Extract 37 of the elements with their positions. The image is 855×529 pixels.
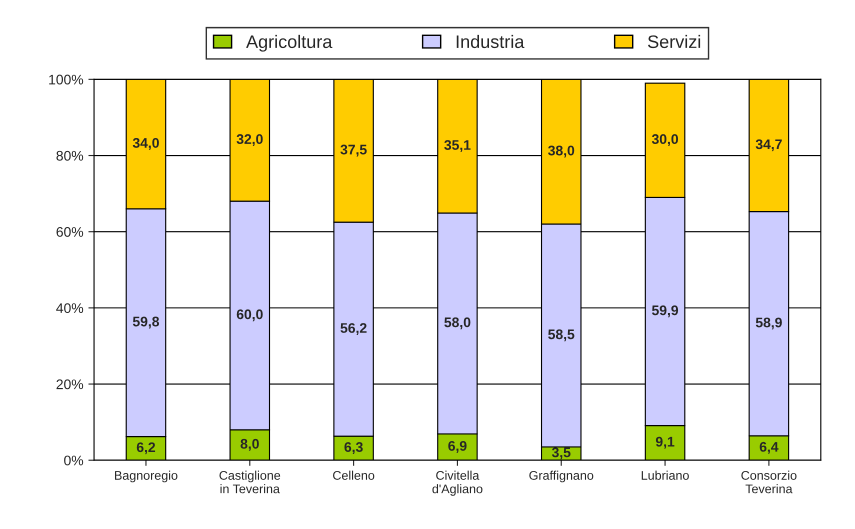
data-label: 6,9 (448, 440, 467, 453)
y-tick-label: 40% (56, 303, 84, 314)
data-label: 30,0 (652, 134, 678, 146)
data-label: 59,9 (652, 305, 678, 318)
x-tick-label: Lubriano (642, 470, 689, 480)
legend-label: Industria (456, 34, 524, 48)
data-label: 34,0 (132, 138, 159, 150)
x-tick-label: Bagnoregio (115, 470, 178, 482)
data-label: 59,8 (132, 316, 160, 328)
data-label: 6,3 (344, 442, 363, 454)
data-label: 38,0 (548, 146, 574, 158)
data-label: 60,0 (236, 309, 263, 322)
x-tick-label: Castiglione in Teverina (220, 470, 280, 494)
data-label: 3,5 (552, 447, 571, 460)
x-tick-label: Civitella d'Agliano (432, 470, 482, 496)
legend-label: Servizi (648, 34, 700, 48)
x-tick-label: Celleno (333, 470, 374, 480)
y-tick-label: 60% (56, 227, 84, 237)
data-label: 32,0 (236, 134, 263, 146)
y-tick-label: 100% (49, 74, 84, 85)
data-label: 56,2 (340, 323, 367, 335)
data-label: 58,0 (444, 317, 470, 330)
data-label: 6,2 (136, 442, 156, 454)
data-label: 37,5 (340, 144, 367, 157)
data-label: 6,4 (760, 442, 778, 454)
data-label: 34,7 (756, 139, 782, 152)
data-label: 58,5 (548, 329, 574, 342)
data-label: 8,0 (240, 438, 259, 451)
x-tick-label: Consorzio Teverina (741, 470, 797, 494)
y-tick-label: 80% (56, 150, 84, 161)
data-label: 9,1 (656, 436, 674, 449)
data-label: 58,9 (756, 318, 782, 330)
data-label: 35,1 (444, 140, 471, 152)
x-tick-label: Graffignano (529, 470, 594, 482)
legend-label: Agricoltura (246, 34, 332, 52)
y-tick-label: 20% (56, 379, 84, 390)
y-tick-label: 0% (64, 456, 84, 466)
